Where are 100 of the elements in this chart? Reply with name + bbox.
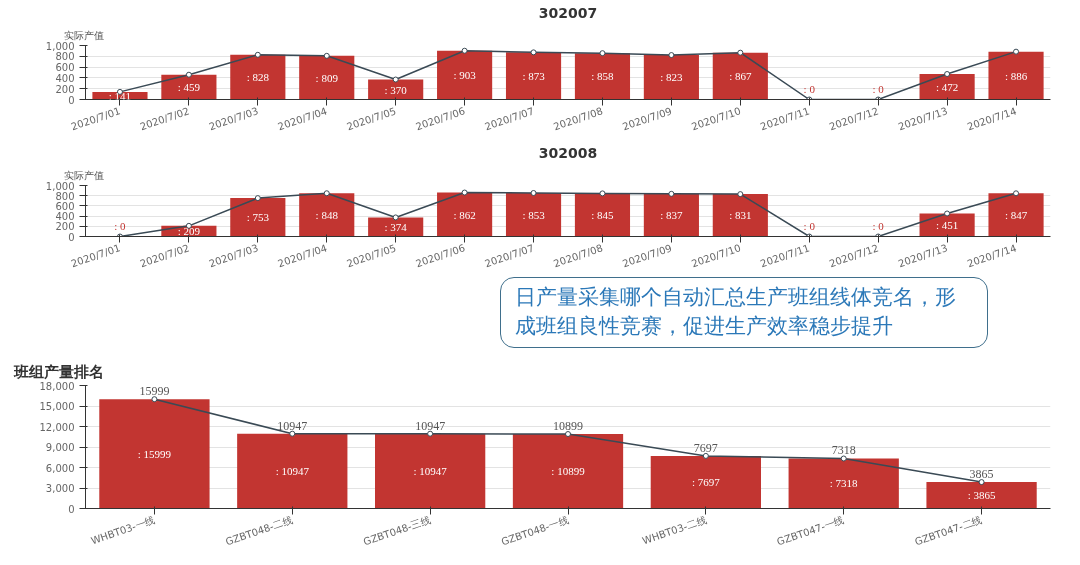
data-label: : 10899 [551, 465, 586, 478]
y-tick-label: 600 [55, 200, 75, 212]
point [151, 396, 158, 403]
bar [919, 213, 975, 237]
point [840, 455, 847, 462]
data-label: : 459 [177, 81, 201, 94]
point [737, 191, 744, 198]
data-label: : 7697 [691, 476, 721, 489]
y-axis-title: 实际产值 [63, 29, 104, 41]
bar [650, 455, 761, 509]
bar [988, 51, 1044, 100]
data-label: : 873 [522, 69, 546, 82]
y-tick-label: 12,000 [39, 421, 75, 433]
bar [368, 217, 424, 237]
bar [230, 198, 286, 237]
point [289, 430, 296, 437]
point [599, 190, 606, 197]
data-label: : 862 [453, 208, 476, 221]
data-label: : 847 [1004, 208, 1028, 221]
bar [230, 54, 286, 100]
y-tick-label: 1,000 [45, 40, 75, 52]
data-label: : 0 [872, 82, 885, 95]
data-label: : 853 [522, 208, 546, 221]
point [323, 190, 330, 197]
data-label: : 753 [246, 211, 270, 224]
bar [375, 433, 486, 509]
data-label: : 823 [660, 71, 684, 84]
data-label: : 886 [1004, 69, 1028, 82]
point [530, 49, 537, 56]
data-label: : 3865 [967, 489, 996, 502]
data-label: : 858 [591, 70, 615, 83]
data-label: : 837 [660, 209, 684, 222]
data-label: : 472 [935, 80, 959, 93]
point [668, 190, 675, 197]
point [254, 195, 261, 202]
data-label: 7318 [831, 443, 856, 458]
bar [512, 434, 624, 509]
text: 日产量采集哪个自动汇总生产班组线体竞名，形成班组良性竞赛，促进生产效率稳步提升 [500, 277, 988, 348]
data-label: 10947 [277, 418, 308, 433]
y-tick-label: 9,000 [45, 442, 75, 453]
point [978, 479, 985, 486]
y-tick-label: 1,000 [45, 180, 75, 192]
data-label: : 828 [246, 71, 270, 84]
data-label: : 370 [384, 83, 408, 96]
y-tick-label: 200 [55, 83, 75, 95]
point [1013, 190, 1020, 197]
bar [643, 55, 699, 100]
point [323, 52, 330, 59]
point [702, 452, 709, 459]
data-label: : 10947 [275, 465, 310, 478]
point [668, 52, 675, 59]
point [461, 47, 468, 54]
chart-title: 班组产量排名 [12, 362, 104, 381]
y-tick-label: 0 [68, 503, 75, 515]
y-axis-title: 实际产值 [63, 169, 104, 181]
point [565, 431, 571, 438]
y-tick-label: 6,000 [45, 462, 75, 474]
point [392, 76, 399, 83]
data-label: 10899 [553, 419, 583, 434]
y-tick-label: 3,000 [45, 483, 75, 494]
data-label: : 451 [935, 219, 959, 231]
bar [437, 50, 493, 100]
chart-title: 302007 [538, 4, 598, 21]
y-tick-label: 15,000 [39, 401, 75, 412]
y-tick-label: 800 [55, 190, 75, 202]
data-label: 10947 [415, 418, 446, 433]
bar [926, 482, 1037, 509]
data-label: : 141 [108, 89, 132, 102]
point [530, 190, 537, 196]
data-label: : 809 [315, 71, 339, 84]
y-tick-label: 0 [68, 94, 75, 106]
point [1013, 48, 1020, 55]
y-tick-label: 400 [55, 211, 75, 223]
bar [712, 52, 768, 100]
bar [299, 193, 355, 237]
data-label: : 0 [803, 219, 816, 232]
bar [437, 192, 493, 237]
chart-title: 302008 [538, 144, 598, 161]
data-label: 15999 [139, 384, 170, 399]
data-label: : 0 [803, 82, 816, 95]
bar [505, 193, 562, 237]
point [599, 50, 606, 57]
point [944, 210, 951, 217]
data-label: : 903 [453, 69, 477, 82]
data-label: 7697 [693, 440, 718, 455]
bar [788, 458, 899, 509]
bar [574, 53, 631, 100]
data-label: : 0 [872, 219, 885, 232]
data-label: : 0 [114, 219, 127, 232]
data-label: 3865 [969, 467, 994, 482]
data-label: : 7318 [829, 477, 859, 490]
bar [505, 52, 562, 100]
point [392, 214, 399, 221]
y-tick-label: 600 [55, 62, 75, 74]
y-tick-label: 0 [68, 231, 75, 243]
bar [99, 399, 210, 509]
data-label: : 15999 [137, 447, 172, 460]
point [427, 430, 434, 437]
data-label: : 209 [177, 225, 201, 238]
data-label: : 10947 [413, 465, 448, 478]
